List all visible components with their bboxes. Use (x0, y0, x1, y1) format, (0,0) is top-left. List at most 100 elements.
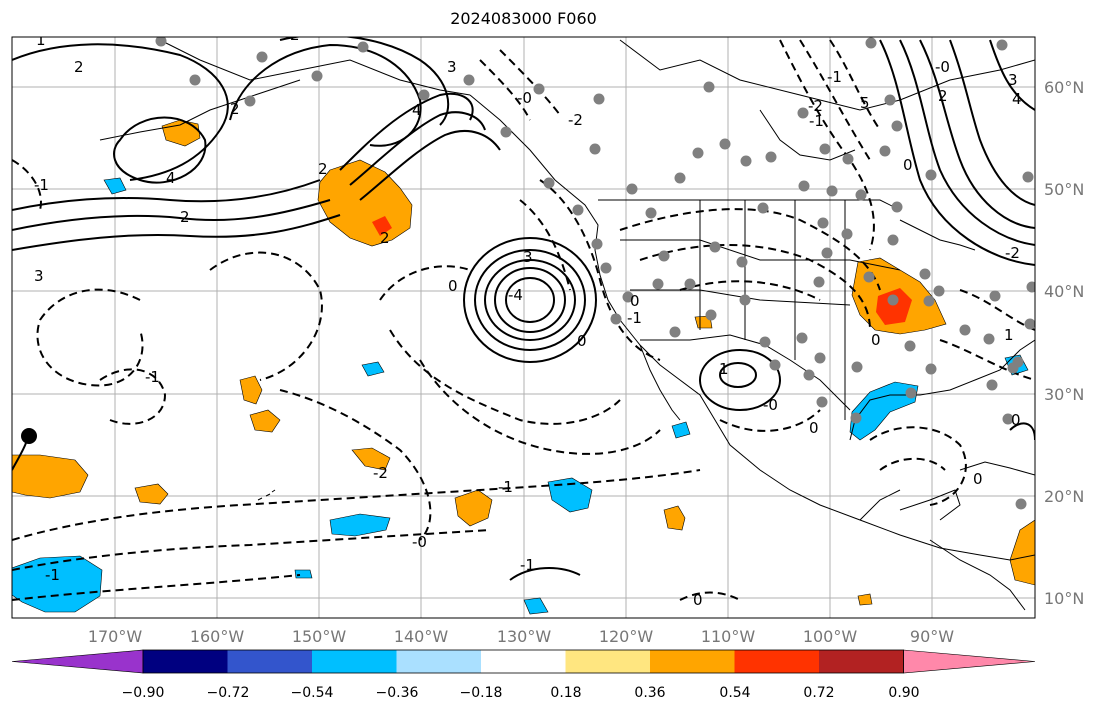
station-dot (703, 81, 715, 93)
station-dot (798, 180, 810, 192)
contour-label: -1 (45, 566, 60, 584)
station-dot (905, 387, 917, 399)
contour-label: 5 (860, 94, 870, 112)
station-dot (855, 189, 867, 201)
contour-east-ridge-3 (919, 39, 1035, 229)
station-dot (244, 95, 256, 107)
contour-label: 0 (630, 292, 640, 310)
cb-tick-3: −0.36 (376, 685, 419, 701)
station-dot (1022, 171, 1034, 183)
contour-cutoff-low-5 (463, 237, 597, 363)
station-dot (692, 147, 704, 159)
contour-label: 2 (380, 229, 390, 247)
positive-anomaly-aleutians (161, 119, 201, 147)
state-line-5 (620, 239, 901, 271)
contour-label: -4 (508, 286, 523, 304)
dashed-contour-south-east (679, 591, 741, 601)
contour-label: -1 (627, 309, 642, 327)
station-dot (463, 74, 475, 86)
station-dot (543, 177, 555, 189)
station-dot (879, 145, 891, 157)
negative-anomaly-baja (671, 421, 691, 439)
station-dot (841, 228, 853, 240)
lon-label-100w: 100°W (803, 627, 858, 646)
contour-label: -2 (808, 97, 823, 115)
station-dot (919, 268, 931, 280)
negative-anomaly-aleutians (103, 177, 127, 195)
contour-label: 0 (903, 156, 913, 174)
contour-label: 0 (809, 419, 819, 437)
lon-label-140w: 140°W (394, 627, 449, 646)
us-canada-border (598, 199, 901, 211)
station-dot (891, 120, 903, 132)
contour-label: 0 (871, 331, 881, 349)
dashed-contour-mid-3 (419, 359, 661, 455)
station-dot (989, 290, 1001, 302)
contour-cutoff-low-4 (505, 277, 555, 323)
station-dot (622, 291, 634, 303)
positive-anomaly-tropics (454, 489, 493, 527)
station-dot (709, 241, 721, 253)
contour-label: -1 (827, 68, 842, 86)
station-dot (533, 83, 545, 95)
contour-label: 0 (448, 277, 458, 295)
map-title: 2024083000 F060 (450, 9, 597, 28)
dashed-contour-canada-2 (799, 39, 871, 161)
anomaly-shading (12, 119, 1035, 615)
contour-label: 2 (180, 208, 190, 226)
contour-east-ridge-4 (949, 39, 1035, 206)
colorbar-swatch (227, 650, 313, 673)
station-dot (803, 369, 815, 381)
dashed-contour-east (959, 289, 1035, 331)
dashed-contour-canada-3 (829, 39, 881, 131)
lat-label-40: 40°N (1044, 282, 1084, 301)
contour-label: 0 (693, 591, 703, 609)
north-america-coast (469, 94, 1035, 561)
contour-north-hump-b (279, 37, 450, 126)
station-dot (600, 262, 612, 274)
contour-label: 1 (1004, 326, 1014, 344)
station-dot (610, 313, 622, 325)
strong-anomaly-plains (876, 288, 912, 325)
contour-label: 1 (719, 360, 729, 378)
dashed-contour-west-coast-1 (539, 179, 661, 361)
station-dot (1026, 281, 1035, 293)
dashed-contour-mexico (719, 409, 821, 432)
positive-anomaly-central-pac (239, 375, 263, 405)
dashed-contour-east-2 (939, 339, 1035, 381)
contour-label: -1 (520, 556, 535, 574)
station-dot (740, 155, 752, 167)
station-dot (572, 204, 584, 216)
station-dot (797, 107, 809, 119)
contour-2-upper-west-b (12, 199, 331, 231)
alaska-coast (159, 39, 471, 96)
station-dot (863, 271, 875, 283)
station-dot (850, 412, 862, 424)
station-dot (814, 352, 826, 364)
colorbar-swatch (143, 650, 228, 673)
contour-label: 0 (973, 470, 983, 488)
station-dot (769, 359, 781, 371)
contour-label: -1 (145, 368, 160, 386)
contour-east-ridge-5 (989, 39, 1035, 111)
contour-four-corners (699, 349, 781, 411)
contour-four-corners-inner (719, 362, 757, 388)
contour-north-hump (229, 43, 422, 147)
station-dot (1002, 413, 1014, 425)
contour-label: 0 (1011, 411, 1021, 429)
station-dot (311, 70, 323, 82)
station-dot (816, 396, 828, 408)
station-dot (719, 138, 731, 150)
contour-label: 2 (290, 26, 300, 44)
cb-tick-0: −0.90 (122, 685, 165, 701)
storm-marker (21, 428, 37, 444)
station-dot (813, 276, 825, 288)
dashed-contour-west-2 (99, 368, 167, 425)
dashed-contour-plains-1 (619, 208, 881, 291)
station-dot (959, 324, 971, 336)
lon-label-120w: 120°W (599, 627, 654, 646)
negative-anomaly-midpac (361, 361, 385, 377)
baja-peninsula (639, 344, 681, 421)
negative-contours (12, 39, 1035, 601)
